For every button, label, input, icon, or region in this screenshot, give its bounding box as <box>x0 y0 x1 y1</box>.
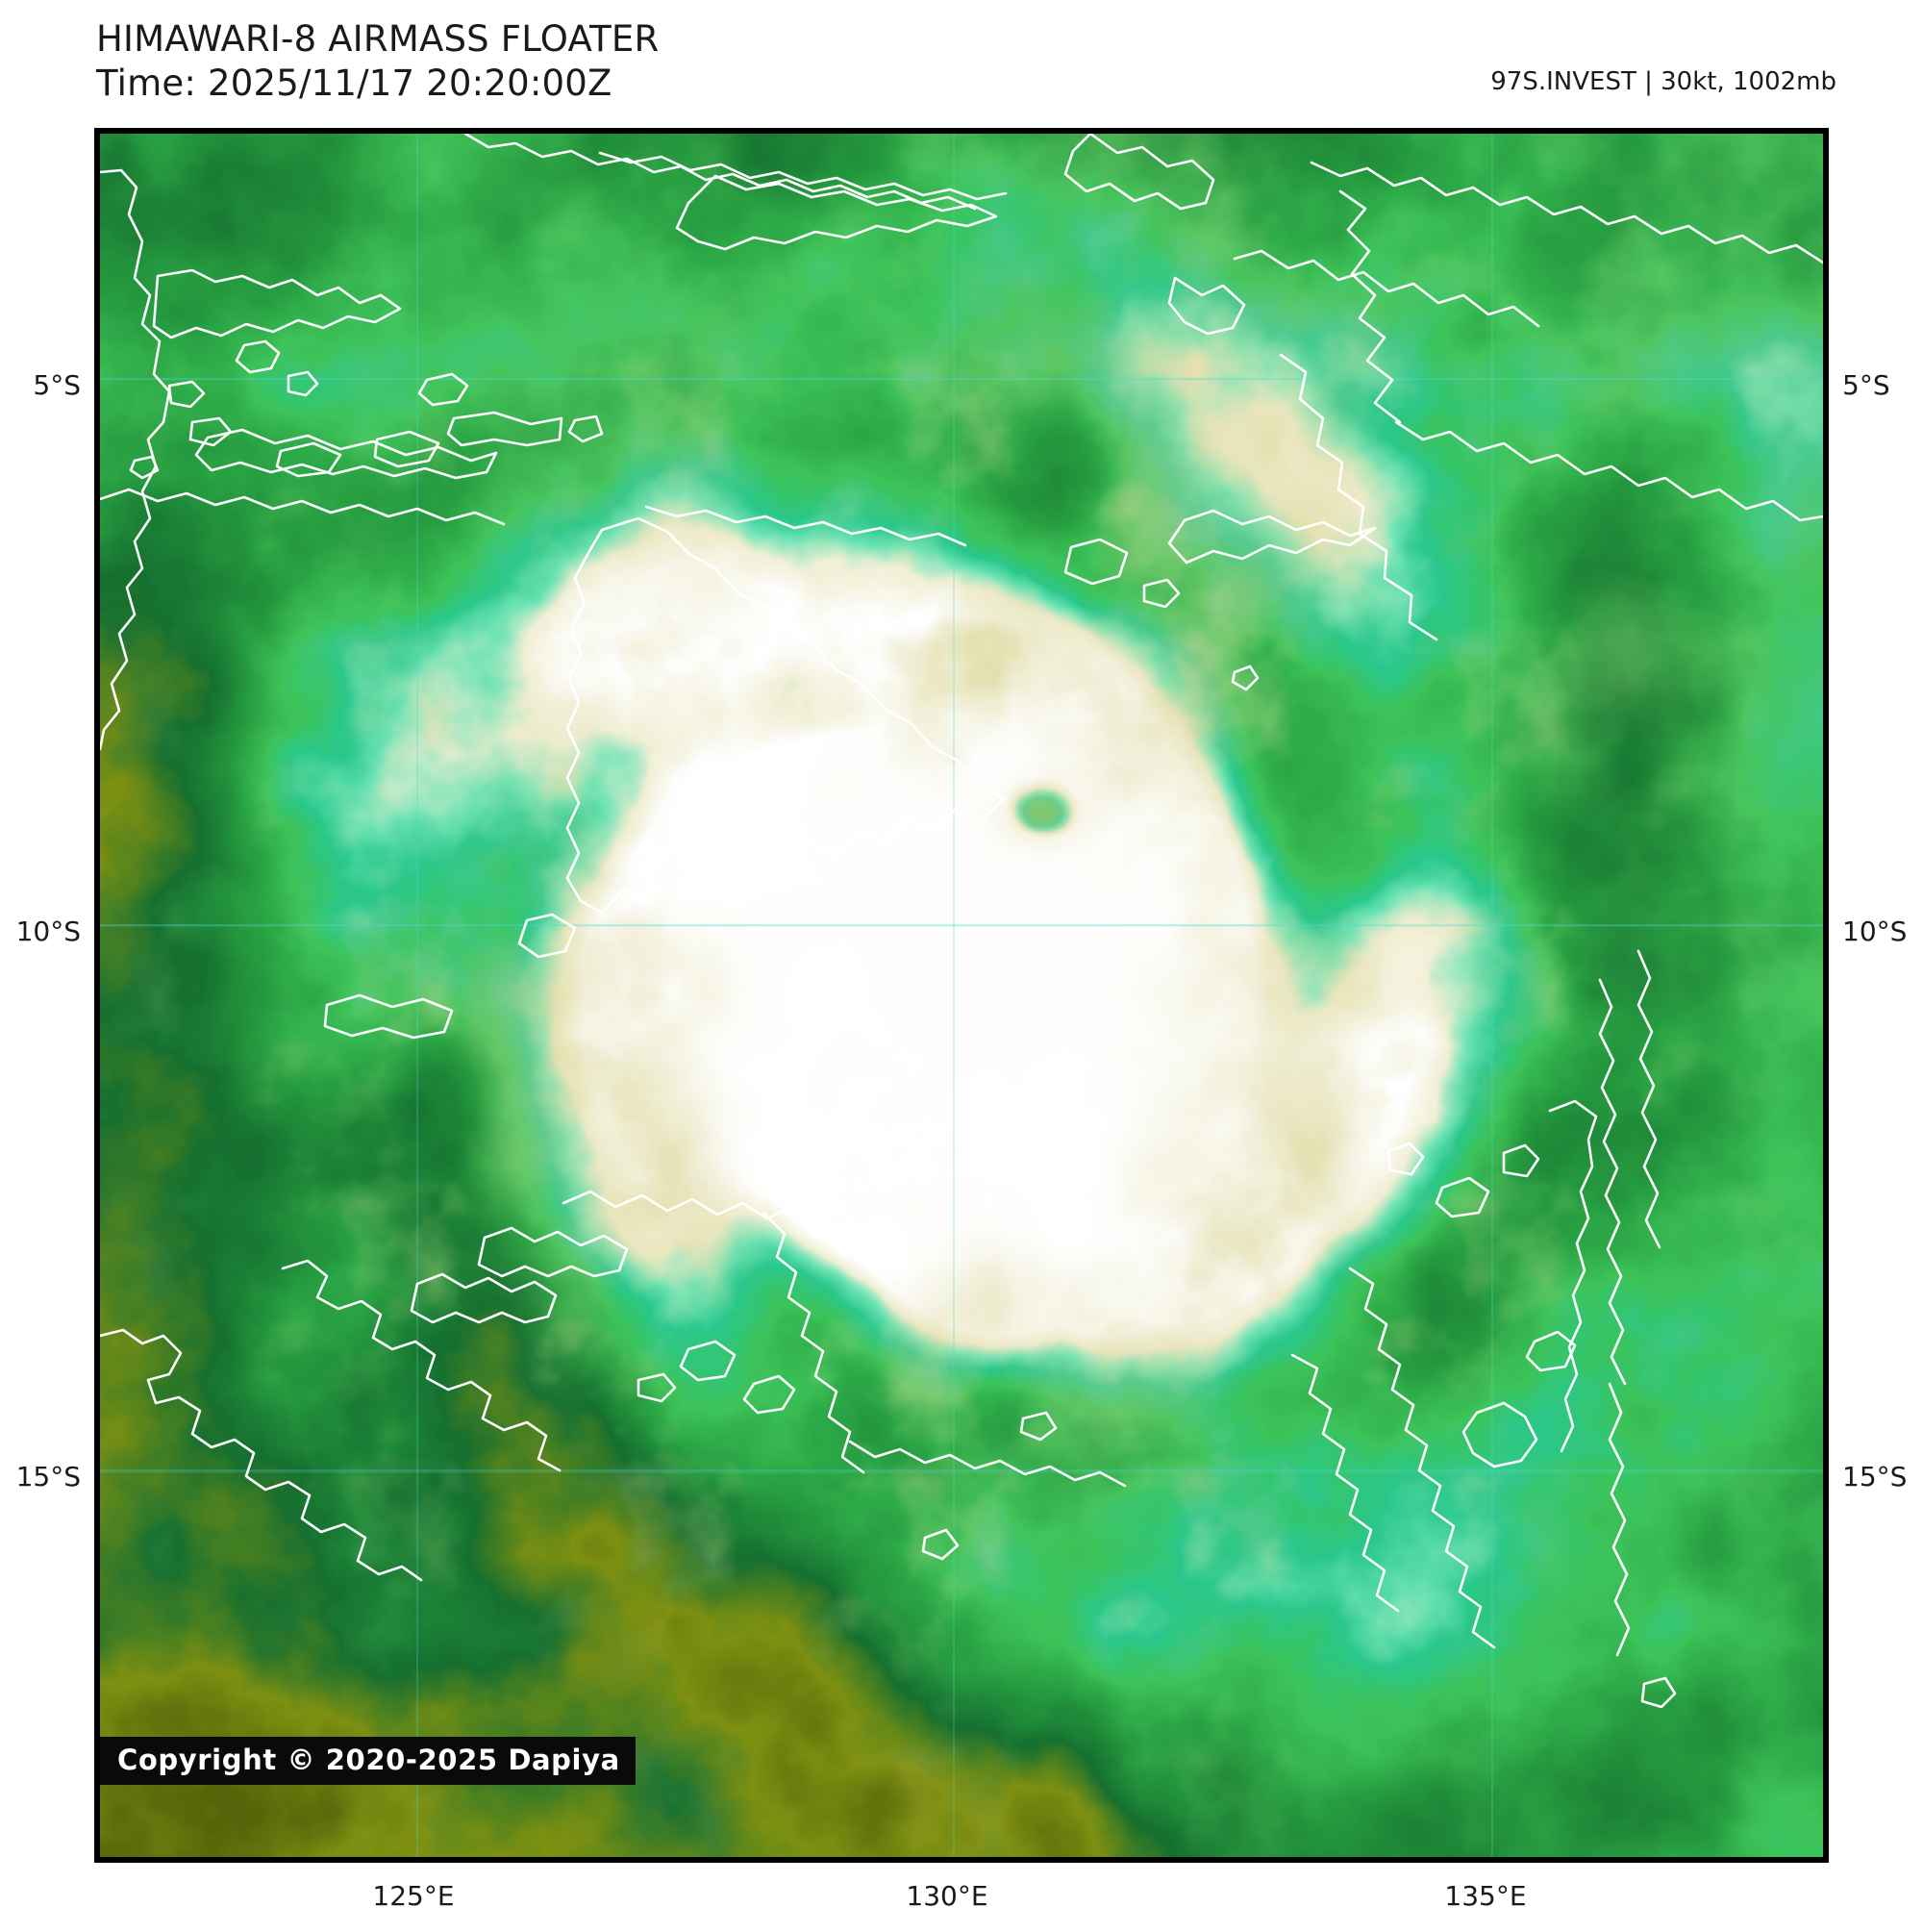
coast-small-isle-f <box>1144 580 1179 607</box>
coast-island-small-b <box>288 372 317 395</box>
coast-wetar <box>448 413 562 445</box>
storm-info-label: 97S.INVEST | 30kt, 1002mb <box>1490 67 1836 96</box>
coast-gulf-carpentaria-west <box>763 1213 863 1472</box>
coast-lesser-sunda-chain <box>100 489 504 524</box>
coast-islet-m <box>1504 1145 1538 1176</box>
header: HIMAWARI-8 AIRMASS FLOATER Time: 2025/11… <box>96 17 1836 104</box>
coast-timor-main <box>567 518 1004 913</box>
coast-australia-kimberley <box>100 1330 421 1580</box>
lon-label-130e: 130°E <box>906 1880 988 1912</box>
coast-gulf-east <box>1350 1268 1494 1647</box>
coast-arnhem-peninsula <box>563 1192 840 1222</box>
coast-halmahera <box>1311 163 1823 263</box>
timestamp-label: Time: 2025/11/17 20:20:00Z <box>96 63 612 104</box>
coast-island-small-e <box>419 374 467 405</box>
coast-islet-n <box>1388 1143 1423 1174</box>
coast-gulf-carpentaria-curve <box>850 1442 1125 1486</box>
coast-islet-o <box>1463 1403 1536 1467</box>
graticule-lines <box>100 134 1823 1857</box>
coast-peninsula-tip <box>1550 1101 1596 1451</box>
coast-islet-q <box>1642 1678 1675 1707</box>
coast-java-north <box>600 153 1006 199</box>
coast-arnhem-b <box>479 1228 627 1276</box>
coast-islet-l <box>1436 1178 1488 1217</box>
copyright-banner: Copyright © 2020-2025 Dapiya <box>100 1737 636 1785</box>
coast-flores <box>196 430 496 478</box>
lon-label-125e: 125°E <box>372 1880 455 1912</box>
coast-islet-p <box>1527 1332 1575 1370</box>
coast-papua-coast <box>1396 422 1823 520</box>
page-title: HIMAWARI-8 AIRMASS FLOATER <box>96 18 660 60</box>
coast-islet-j <box>744 1376 794 1413</box>
coast-island-small-a <box>237 341 279 372</box>
coast-sulawesi-peninsula <box>154 270 400 338</box>
coast-island-small-c <box>169 382 204 407</box>
coast-gulf-east-lower <box>1292 1355 1398 1611</box>
satellite-map[interactable]: Copyright © 2020-2025 Dapiya <box>94 128 1829 1863</box>
coast-islet-s <box>1021 1413 1056 1440</box>
coast-east-lower <box>1610 1384 1629 1655</box>
coast-islet-t <box>1233 666 1258 690</box>
coast-timor-islet <box>325 995 452 1038</box>
coast-birdshead-b <box>1169 278 1244 334</box>
coast-java-body <box>677 176 996 249</box>
coast-birdshead-a <box>1235 251 1538 326</box>
coastline-overlay <box>100 134 1823 1857</box>
coast-islet-h <box>131 457 158 478</box>
coast-papua-west <box>1281 355 1436 640</box>
coast-north-arm <box>1065 134 1213 209</box>
lat-label-right-5s: 5°S <box>1842 369 1890 401</box>
coast-islet-k <box>638 1374 675 1401</box>
coast-arnhem-a <box>412 1274 556 1322</box>
coast-islet-i <box>681 1342 735 1380</box>
coast-sulawesi-sw <box>100 170 169 749</box>
coast-cape-york <box>1638 951 1660 1247</box>
coast-seram <box>1169 511 1375 563</box>
lat-label-left-5s: 5°S <box>33 369 81 401</box>
coast-borneo-south <box>465 134 975 209</box>
coast-sumba-a <box>277 443 340 476</box>
coast-timor-north <box>646 507 965 545</box>
coast-islet-g <box>569 416 602 441</box>
coast-australia-darwin <box>283 1261 560 1470</box>
lat-label-left-10s: 10°S <box>15 916 81 947</box>
coast-buru <box>1065 539 1127 584</box>
lon-label-135e: 135°E <box>1444 1880 1527 1912</box>
coast-halmahera-inner <box>1340 191 1400 422</box>
lat-label-right-15s: 15°S <box>1842 1461 1908 1493</box>
lat-label-left-15s: 15°S <box>15 1461 81 1493</box>
airmass-imagery-layer <box>100 134 1823 1857</box>
coast-cape-york-west <box>1600 980 1625 1384</box>
coast-alor <box>375 432 438 466</box>
coast-timor-tail <box>519 915 575 957</box>
coast-islet-r <box>923 1530 958 1559</box>
lat-label-right-10s: 10°S <box>1842 916 1908 947</box>
coast-island-small-d <box>190 418 231 445</box>
